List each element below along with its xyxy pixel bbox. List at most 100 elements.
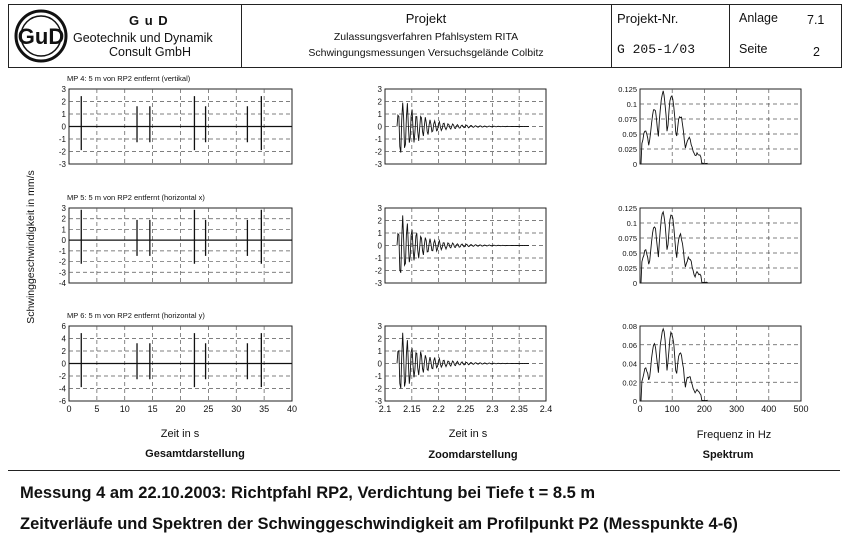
full-plot-y-tick: -6: [59, 397, 67, 406]
row-title-5: MP 5: 5 m von RP2 entfernt (horizontal x…: [67, 193, 205, 202]
zoom-trace: [396, 332, 530, 389]
company-line2: Consult GmbH: [109, 45, 191, 59]
full-plot-x-tick: 20: [175, 404, 185, 414]
project-number-cell: Projekt-Nr. G 205-1/03: [611, 5, 730, 67]
full-plot-x-tick: 40: [287, 404, 297, 414]
spectrum-plot-y-tick: 0.06: [622, 341, 637, 350]
full-plot-y-tick: 3: [62, 204, 67, 213]
footer-divider: [8, 470, 840, 471]
spectrum-plot-y-tick: 0.125: [618, 204, 637, 213]
row-title-6: MP 6: 5 m von RP2 entfernt (horizontal y…: [67, 311, 205, 320]
company-logo: GuD: [14, 9, 68, 63]
title-block: GuD G u D Geotechnik und Dynamik Consult…: [8, 4, 842, 68]
sheet-cell: Anlage 7.1 Seite 2: [729, 5, 841, 67]
spectrum-plot-y-tick: 0.1: [627, 100, 637, 109]
footer-line1: Messung 4 am 22.10.2003: Richtpfahl RP2,…: [20, 484, 596, 502]
spectrum-trace: [640, 327, 708, 402]
zoom-plot-y-tick: 2: [378, 217, 383, 226]
zoom-plot-y-tick: -3: [375, 160, 383, 169]
spectrum-plot-y-tick: 0.025: [618, 145, 637, 154]
full-plot-y-tick: -3: [59, 160, 67, 169]
full-plot-y-tick: 2: [62, 98, 67, 107]
zoom-plot-y-tick: 3: [378, 204, 383, 213]
zoom-plot-y-tick: 3: [378, 85, 383, 94]
spectrum-plot-y-tick: 0.075: [618, 115, 637, 124]
spectrum-trace: [640, 210, 708, 284]
zoom-plot-y-tick: -1: [375, 135, 383, 144]
zoom-plot-y-tick: -1: [375, 254, 383, 263]
zoom-plot-y-tick: 0: [378, 123, 383, 132]
full-plot-y-tick: -4: [59, 279, 67, 288]
spectrum-x-label: Frequenz in Hz: [697, 429, 772, 441]
spectrum-trace: [640, 90, 708, 165]
full-plot-y-tick: -1: [59, 135, 67, 144]
spectrum-plot-y-tick: 0.075: [618, 234, 637, 243]
full-plot-x-tick: 35: [259, 404, 269, 414]
project-number-value: G 205-1/03: [617, 42, 696, 57]
zoom-plot-y-tick: -2: [375, 148, 383, 157]
project-line2: Schwingungsmessungen Versuchsgelände Col…: [308, 47, 544, 59]
zoom-plot-x-tick: 2.15: [403, 404, 421, 414]
vibration-figure: Schwinggeschwindigkeit in mm/s MP 4: 5 m…: [25, 74, 809, 461]
full-plot-y-tick: -3: [59, 268, 67, 277]
full-plot-y-tick: -2: [59, 258, 67, 267]
spectrum-plot-y-tick: 0.05: [622, 130, 637, 139]
zoom-x-label: Zeit in s: [449, 428, 488, 440]
full-x-label: Zeit in s: [161, 428, 200, 440]
full-plot-x-tick: 5: [94, 404, 99, 414]
zoom-plot-y-tick: 2: [378, 98, 383, 107]
full-plot-x-tick: 15: [148, 404, 158, 414]
zoom-plot-y-tick: -1: [375, 372, 383, 381]
full-plot-y-tick: 3: [62, 85, 67, 94]
full-plot-y-tick: 2: [62, 215, 67, 224]
spectrum-plot-x-tick: 500: [793, 404, 808, 414]
spectrum-plot-y-tick: 0.05: [622, 249, 637, 258]
anlage-value: 7.1: [807, 13, 825, 27]
full-plot-y-tick: -2: [59, 148, 67, 157]
zoom-trace: [396, 215, 530, 273]
spectrum-plot-y-tick: 0.125: [618, 85, 637, 94]
full-plot-y-tick: 1: [62, 110, 67, 119]
logo-text: GuD: [18, 24, 64, 49]
zoom-plot-x-tick: 2.1: [379, 404, 392, 414]
full-plot-y-tick: -1: [59, 247, 67, 256]
zoom-plot-y-tick: -2: [375, 267, 383, 276]
full-plot-y-tick: 1: [62, 225, 67, 234]
spectrum-plot-y-tick: 0.025: [618, 264, 637, 273]
full-plot-y-tick: -4: [59, 385, 67, 394]
zoom-plot-y-tick: -3: [375, 279, 383, 288]
company-cell: GuD G u D Geotechnik und Dynamik Consult…: [9, 5, 242, 67]
zoom-trace: [396, 102, 530, 153]
zoom-plot-y-tick: 1: [378, 110, 383, 119]
spectrum-plot-x-tick: 100: [665, 404, 680, 414]
spectrum-plot-x-tick: 0: [637, 404, 642, 414]
full-plot-y-tick: -2: [59, 372, 67, 381]
spectrum-plot-y-tick: 0: [633, 160, 637, 169]
full-plot-x-tick: 0: [66, 404, 71, 414]
seite-label: Seite: [739, 42, 768, 56]
project-number-label: Projekt-Nr.: [617, 11, 679, 26]
anlage-label: Anlage: [739, 11, 778, 25]
full-caption: Gesamtdarstellung: [145, 448, 245, 460]
full-plot-y-tick: 4: [62, 335, 67, 344]
spectrum-plot-x-tick: 200: [697, 404, 712, 414]
project-label: Projekt: [405, 11, 447, 26]
full-plot-y-tick: 0: [62, 236, 67, 245]
spectrum-plot-y-tick: 0.1: [627, 219, 637, 228]
spectrum-plot-y-tick: 0: [633, 279, 637, 288]
zoom-plot-x-tick: 2.35: [510, 404, 528, 414]
spectrum-plot-y-tick: 0.04: [622, 360, 637, 369]
project-line1: Zulassungsverfahren Pfahlsystem RITA: [333, 31, 519, 43]
company-line1: Geotechnik und Dynamik: [73, 31, 213, 45]
spectrum-plot-y-tick: 0.08: [622, 322, 637, 331]
zoom-plot-x-tick: 2.2: [432, 404, 445, 414]
spectrum-plot-y-tick: 0: [633, 397, 637, 406]
spectrum-caption: Spektrum: [703, 449, 754, 461]
spectrum-plot-frame: [639, 207, 802, 284]
company-short: G u D: [129, 13, 169, 28]
full-plot-y-tick: 0: [62, 123, 67, 132]
zoom-plot-y-tick: -3: [375, 397, 383, 406]
full-plot-y-tick: 2: [62, 347, 67, 356]
full-plot-y-tick: 0: [62, 360, 67, 369]
zoom-plot-y-tick: 3: [378, 322, 383, 331]
